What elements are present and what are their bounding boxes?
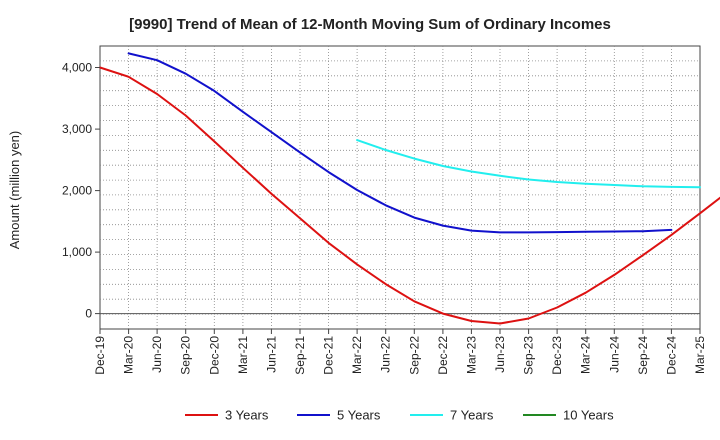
x-tick-label: Mar-21 xyxy=(236,336,250,374)
legend: 3 Years 5 Years 7 Years 10 Years xyxy=(185,408,614,423)
y-tick-label: 4,000 xyxy=(62,61,92,75)
x-tick-label: Jun-24 xyxy=(607,336,621,373)
x-tick-label: Dec-20 xyxy=(207,336,221,375)
chart-title: [9990] Trend of Mean of 12-Month Moving … xyxy=(129,16,611,33)
y-axis-label: Amount (million yen) xyxy=(7,131,22,250)
series-line-5-years xyxy=(127,52,673,234)
legend-label-5-years: 5 Years xyxy=(337,408,381,423)
y-tick-label: 2,000 xyxy=(62,184,92,198)
x-tick-label: Dec-19 xyxy=(93,336,107,375)
x-tick-label: Sep-24 xyxy=(636,336,650,375)
legend-label-10-years: 10 Years xyxy=(563,408,614,423)
x-tick-label: Dec-23 xyxy=(550,336,564,375)
x-tick-label: Sep-23 xyxy=(522,336,536,375)
legend-label-3-years: 3 Years xyxy=(225,408,269,423)
x-tick-label: Mar-23 xyxy=(464,336,478,374)
x-tick-label: Sep-22 xyxy=(407,336,421,375)
x-tick-label: Jun-20 xyxy=(150,336,164,373)
legend-label-7-years: 7 Years xyxy=(450,408,494,423)
grid-lines xyxy=(100,46,700,329)
x-tick-label: Jun-22 xyxy=(379,336,393,373)
y-tick-label: 3,000 xyxy=(62,122,92,136)
y-tick-label: 1,000 xyxy=(62,245,92,259)
x-tick-label: Mar-25 xyxy=(693,336,707,374)
x-tick-label: Sep-20 xyxy=(179,336,193,375)
x-tick-label: Mar-20 xyxy=(122,336,136,374)
x-tick-label: Mar-22 xyxy=(350,336,364,374)
x-tick-label: Jun-21 xyxy=(264,336,278,373)
x-tick-label: Jun-23 xyxy=(493,336,507,373)
x-tick-label: Mar-24 xyxy=(579,336,593,374)
x-tick-label: Dec-21 xyxy=(322,336,336,375)
y-tick-labels: 0 1,000 2,000 3,000 4,000 xyxy=(62,61,100,321)
series-lines xyxy=(99,52,720,325)
series-line-3-years xyxy=(99,66,720,325)
x-tick-label: Sep-21 xyxy=(293,336,307,375)
plot-area xyxy=(99,45,701,330)
x-tick-labels: Dec-19 Mar-20 Jun-20 Sep-20 Dec-20 Mar-21 Jun-… xyxy=(93,329,707,375)
x-tick-label: Dec-24 xyxy=(664,336,678,375)
y-tick-label: 0 xyxy=(85,307,92,321)
x-tick-label: Dec-22 xyxy=(436,336,450,375)
series-line-7-years xyxy=(356,139,701,189)
